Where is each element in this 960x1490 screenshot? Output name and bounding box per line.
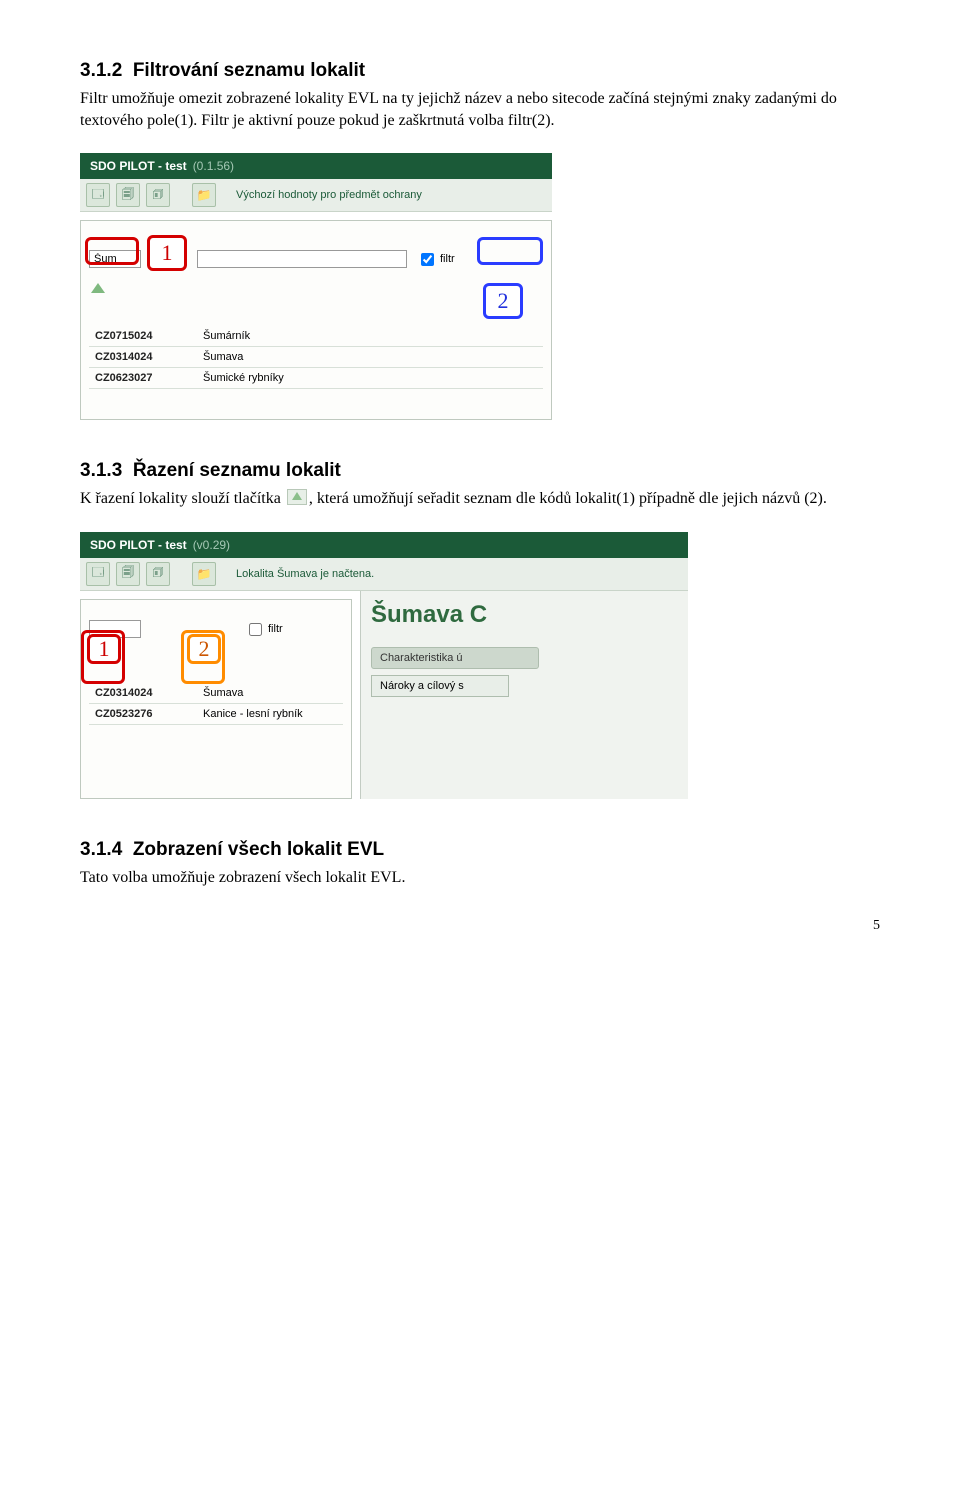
filter-checkbox-wrap[interactable]: filtr: [245, 620, 283, 639]
cell-code: CZ0314024: [89, 347, 197, 368]
p313-before: K řazení lokality slouží tlačítka: [80, 490, 285, 507]
paragraph-313: K řazení lokality slouží tlačítka , kter…: [80, 488, 880, 510]
callout-2: 2: [187, 634, 221, 664]
toolbar-icon[interactable]: 🗊: [146, 183, 170, 207]
callout-1: 1: [147, 235, 187, 271]
heading-312: 3.1.2 Filtrování seznamu lokalit: [80, 60, 880, 82]
app-version: (v0.29): [193, 538, 230, 552]
tab-characteristics[interactable]: Charakteristika ú: [371, 647, 539, 669]
table-row[interactable]: CZ0715024 Šumárník: [89, 326, 543, 347]
toolbar-text: Lokalita Šumava je načtena.: [236, 568, 374, 580]
sort-panel: filtr 1 2 CZ03: [80, 599, 352, 799]
tab-requirements[interactable]: Nároky a cílový s: [371, 675, 509, 697]
app-title: SDO PILOT - test: [90, 159, 187, 173]
toolbar-icon[interactable]: 📁: [192, 183, 216, 207]
table-row[interactable]: CZ0523276 Kanice - lesní rybník: [89, 703, 343, 724]
titlebar: SDO PILOT - test (v0.29): [80, 532, 688, 558]
callout-2-label: 2: [498, 288, 509, 314]
toolbar-text: Výchozí hodnoty pro předmět ochrany: [236, 189, 422, 201]
detail-panel: Šumava C Charakteristika ú Nároky a cílo…: [360, 591, 688, 799]
callout-1-label: 1: [162, 240, 173, 266]
app-version: (0.1.56): [193, 159, 234, 173]
paragraph-314: Tato volba umožňuje zobrazení všech loka…: [80, 867, 880, 889]
heading-314: 3.1.4 Zobrazení všech lokalit EVL: [80, 839, 880, 861]
p313-after: , která umožňují seřadit seznam dle kódů…: [309, 490, 827, 507]
result-list: CZ0314024 Šumava CZ0523276 Kanice - lesn…: [89, 683, 343, 725]
filter-panel: 1 filtr 2 CZ0715024 Šumárník CZ0314024: [80, 220, 552, 420]
detail-title: Šumava C: [371, 601, 688, 629]
app-title: SDO PILOT - test: [90, 538, 187, 552]
callout-1: 1: [87, 634, 121, 664]
sort-button-inline-icon: [287, 489, 307, 505]
callout-1-box: [85, 237, 139, 265]
table-row[interactable]: CZ0314024 Šumava: [89, 683, 343, 704]
toolbar-icon[interactable]: 🗐: [116, 562, 140, 586]
cell-name: Šumava: [197, 683, 343, 704]
cell-name: Šumárník: [197, 326, 543, 347]
toolbar: 🗔 🗐 🗊 📁 Výchozí hodnoty pro předmět ochr…: [80, 179, 552, 212]
toolbar-icon[interactable]: 🗐: [116, 183, 140, 207]
callout-1-label: 1: [99, 636, 110, 662]
callout-2-box: [477, 237, 543, 265]
titlebar: SDO PILOT - test (0.1.56): [80, 153, 552, 179]
heading-title: Řazení seznamu lokalit: [133, 460, 341, 481]
heading-313: 3.1.3 Řazení seznamu lokalit: [80, 460, 880, 482]
cell-code: CZ0314024: [89, 683, 197, 704]
heading-number: 3.1.3: [80, 460, 122, 481]
callout-2: 2: [483, 283, 523, 319]
filter-checkbox-label: filtr: [268, 623, 283, 635]
page-number: 5: [80, 918, 880, 934]
callout-2-label: 2: [199, 636, 210, 662]
paragraph-312: Filtr umožňuje omezit zobrazené lokality…: [80, 88, 880, 131]
heading-number: 3.1.2: [80, 60, 122, 81]
cell-name: Šumické rybníky: [197, 368, 543, 389]
toolbar-icon[interactable]: 🗊: [146, 562, 170, 586]
filter-checkbox[interactable]: [249, 623, 262, 636]
cell-code: CZ0523276: [89, 703, 197, 724]
toolbar-icon[interactable]: 🗔: [86, 562, 110, 586]
screenshot-filter: SDO PILOT - test (0.1.56) 🗔 🗐 🗊 📁 Výchoz…: [80, 153, 552, 420]
toolbar-icon[interactable]: 📁: [192, 562, 216, 586]
cell-name: Kanice - lesní rybník: [197, 703, 343, 724]
filter-checkbox[interactable]: [421, 253, 434, 266]
second-input[interactable]: [197, 250, 407, 268]
heading-title: Filtrování seznamu lokalit: [133, 60, 365, 81]
heading-number: 3.1.4: [80, 839, 122, 860]
table-row[interactable]: CZ0623027 Šumické rybníky: [89, 368, 543, 389]
heading-title: Zobrazení všech lokalit EVL: [133, 839, 384, 860]
toolbar: 🗔 🗐 🗊 📁 Lokalita Šumava je načtena.: [80, 558, 688, 591]
toolbar-icon[interactable]: 🗔: [86, 183, 110, 207]
screenshot-sort: SDO PILOT - test (v0.29) 🗔 🗐 🗊 📁 Lokalit…: [80, 532, 688, 799]
cell-code: CZ0623027: [89, 368, 197, 389]
filter-checkbox-wrap[interactable]: filtr: [417, 250, 455, 269]
filter-checkbox-label: filtr: [440, 253, 455, 265]
cell-name: Šumava: [197, 347, 543, 368]
result-list: CZ0715024 Šumárník CZ0314024 Šumava CZ06…: [89, 326, 543, 389]
cell-code: CZ0715024: [89, 326, 197, 347]
table-row[interactable]: CZ0314024 Šumava: [89, 347, 543, 368]
sort-up-icon[interactable]: [91, 283, 105, 293]
